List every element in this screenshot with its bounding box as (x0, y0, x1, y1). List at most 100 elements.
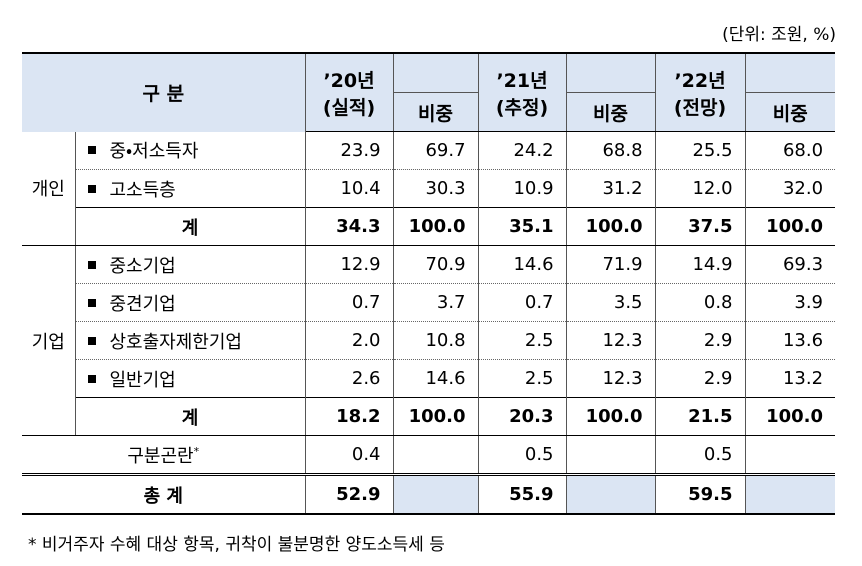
table-header: 구 분 ’20년 ’21년 ’22년 (실적) 비중 (추정) 비중 (전망) 비중 (22, 52, 836, 132)
value-cell: 14.6 (477, 245, 567, 284)
subtotal-value: 18.2 (304, 397, 394, 436)
total-value: 52.9 (304, 474, 394, 515)
value-cell: 31.2 (565, 169, 656, 208)
subtotal-value: 21.5 (654, 397, 746, 436)
share-header: 비중 (744, 92, 836, 132)
value-cell: 2.5 (477, 359, 567, 398)
subtotal-value: 100.0 (565, 397, 656, 436)
value-cell: 0.5 (477, 435, 567, 476)
value-cell: 68.0 (744, 131, 836, 170)
value-cell: 0.4 (304, 435, 394, 476)
group-label: 기업 (22, 245, 76, 436)
value-cell: 2.5 (477, 321, 567, 360)
item-label: 중견기업 (75, 283, 306, 322)
unclassified-row: 구분곤란* 0.4 0.5 0.5 (22, 435, 836, 476)
bullet (87, 336, 96, 345)
value-cell: 25.5 (654, 131, 746, 170)
value-cell: 12.3 (565, 321, 656, 360)
value-cell: 14.9 (654, 245, 746, 284)
value-cell: 2.0 (304, 321, 394, 360)
value-cell: 70.9 (392, 245, 479, 284)
item-label: 중・저소득자 (74, 131, 306, 170)
footnote: * 비거주자 수혜 대상 항목, 귀착이 불분명한 양도소득세 등 (28, 535, 445, 555)
value-cell: 24.2 (477, 131, 567, 170)
item-text: 일반기업 (109, 369, 176, 391)
value-cell: 68.8 (565, 131, 656, 170)
value-cell: 12.0 (654, 169, 746, 208)
value-cell: 0.8 (654, 283, 746, 322)
value-cell: 12.9 (304, 245, 394, 284)
share-header: 비중 (392, 92, 479, 132)
value-cell: 12.3 (565, 359, 656, 398)
bullet (87, 146, 96, 155)
header-cell: 구 분 (22, 52, 306, 132)
value-cell: 0.7 (304, 283, 394, 322)
subtotal-label: 계 (75, 207, 306, 246)
subtotal-value: 100.0 (392, 397, 479, 436)
year-header: ’20년 (304, 52, 394, 93)
item-text: 중견기업 (109, 293, 176, 315)
value-cell: 3.9 (744, 283, 836, 322)
basis-header: (전망) (654, 92, 746, 132)
value-cell: 2.6 (304, 359, 394, 398)
value-cell: 69.3 (744, 245, 836, 284)
unclassified-label: 구분곤란* (22, 435, 306, 476)
item-label: 일반기업 (75, 359, 306, 398)
value-cell: 3.7 (392, 283, 479, 322)
value-cell: 30.3 (392, 169, 479, 208)
basis-header: (추정) (477, 92, 567, 132)
item-label: 고소득층 (75, 169, 306, 208)
value-cell: 0.5 (654, 435, 746, 476)
label-text: 구분곤란 (127, 445, 194, 467)
item-row: 개인 중・저소득자 23.9 69.7 24.2 68.8 25.5 68.0 (22, 131, 836, 246)
value-cell: 2.9 (654, 359, 746, 398)
header-row: 구 분 ’20년 ’21년 ’22년 (22, 52, 836, 132)
item-label: 중소기업 (74, 245, 306, 284)
header-blank (392, 52, 479, 93)
value-cell: 0.7 (477, 283, 567, 322)
value-cell: 14.6 (392, 359, 479, 398)
empty-cell (565, 474, 656, 515)
table-body: 개인 중・저소득자 23.9 69.7 24.2 68.8 25.5 68.0 고소득층 10.4… (22, 131, 836, 515)
bullet (87, 260, 96, 269)
item-label: 상호출자제한기업 (75, 321, 306, 360)
subtotal-row: 계 18.2 100.0 20.3 100.0 21.5 100.0 (22, 397, 836, 436)
total-value: 55.9 (477, 474, 567, 515)
share-header: 비중 (565, 92, 656, 132)
total-row: 총 계 52.9 55.9 59.5 (22, 474, 836, 515)
subtotal-value: 34.3 (304, 207, 394, 246)
empty-cell (392, 474, 479, 515)
empty-cell (392, 435, 479, 476)
value-cell: 13.2 (744, 359, 836, 398)
value-cell: 2.9 (654, 321, 746, 360)
subtotal-value: 100.0 (565, 207, 656, 246)
subtotal-value: 100.0 (744, 207, 836, 246)
header-blank (744, 52, 836, 93)
item-row: 일반기업 2.6 14.6 2.5 12.3 2.9 13.2 (22, 359, 836, 398)
group-label: 개인 (22, 131, 76, 246)
value-cell: 3.5 (565, 283, 656, 322)
item-text: 고소득층 (109, 179, 176, 201)
header-row: (실적) 비중 (추정) 비중 (전망) 비중 (22, 92, 836, 132)
subtotal-value: 20.3 (477, 397, 567, 436)
empty-cell (744, 435, 836, 476)
item-row: 상호출자제한기업 2.0 10.8 2.5 12.3 2.9 13.6 (22, 321, 836, 360)
subtotal-value: 35.1 (477, 207, 567, 246)
empty-cell (565, 435, 656, 476)
item-row: 기업 중소기업 12.9 70.9 14.6 71.9 14.9 69.3 (22, 245, 836, 436)
year-header: ’21년 (477, 52, 567, 93)
value-cell: 10.4 (304, 169, 394, 208)
value-cell: 71.9 (565, 245, 656, 284)
item-text: 중・저소득자 (109, 141, 199, 163)
bullet (87, 298, 96, 307)
bullet (87, 374, 96, 383)
subtotal-value: 37.5 (654, 207, 746, 246)
subtotal-value: 100.0 (744, 397, 836, 436)
header-blank (565, 52, 656, 93)
value-cell: 10.8 (392, 321, 479, 360)
basis-header: (실적) (305, 92, 394, 132)
subtotal-value: 100.0 (392, 207, 479, 246)
item-text: 상호출자제한기업 (109, 331, 242, 353)
data-table: 구 분 ’20년 ’21년 ’22년 (실적) 비중 (추정) 비중 (전망) 비중 개인 중・저소… (22, 52, 836, 515)
